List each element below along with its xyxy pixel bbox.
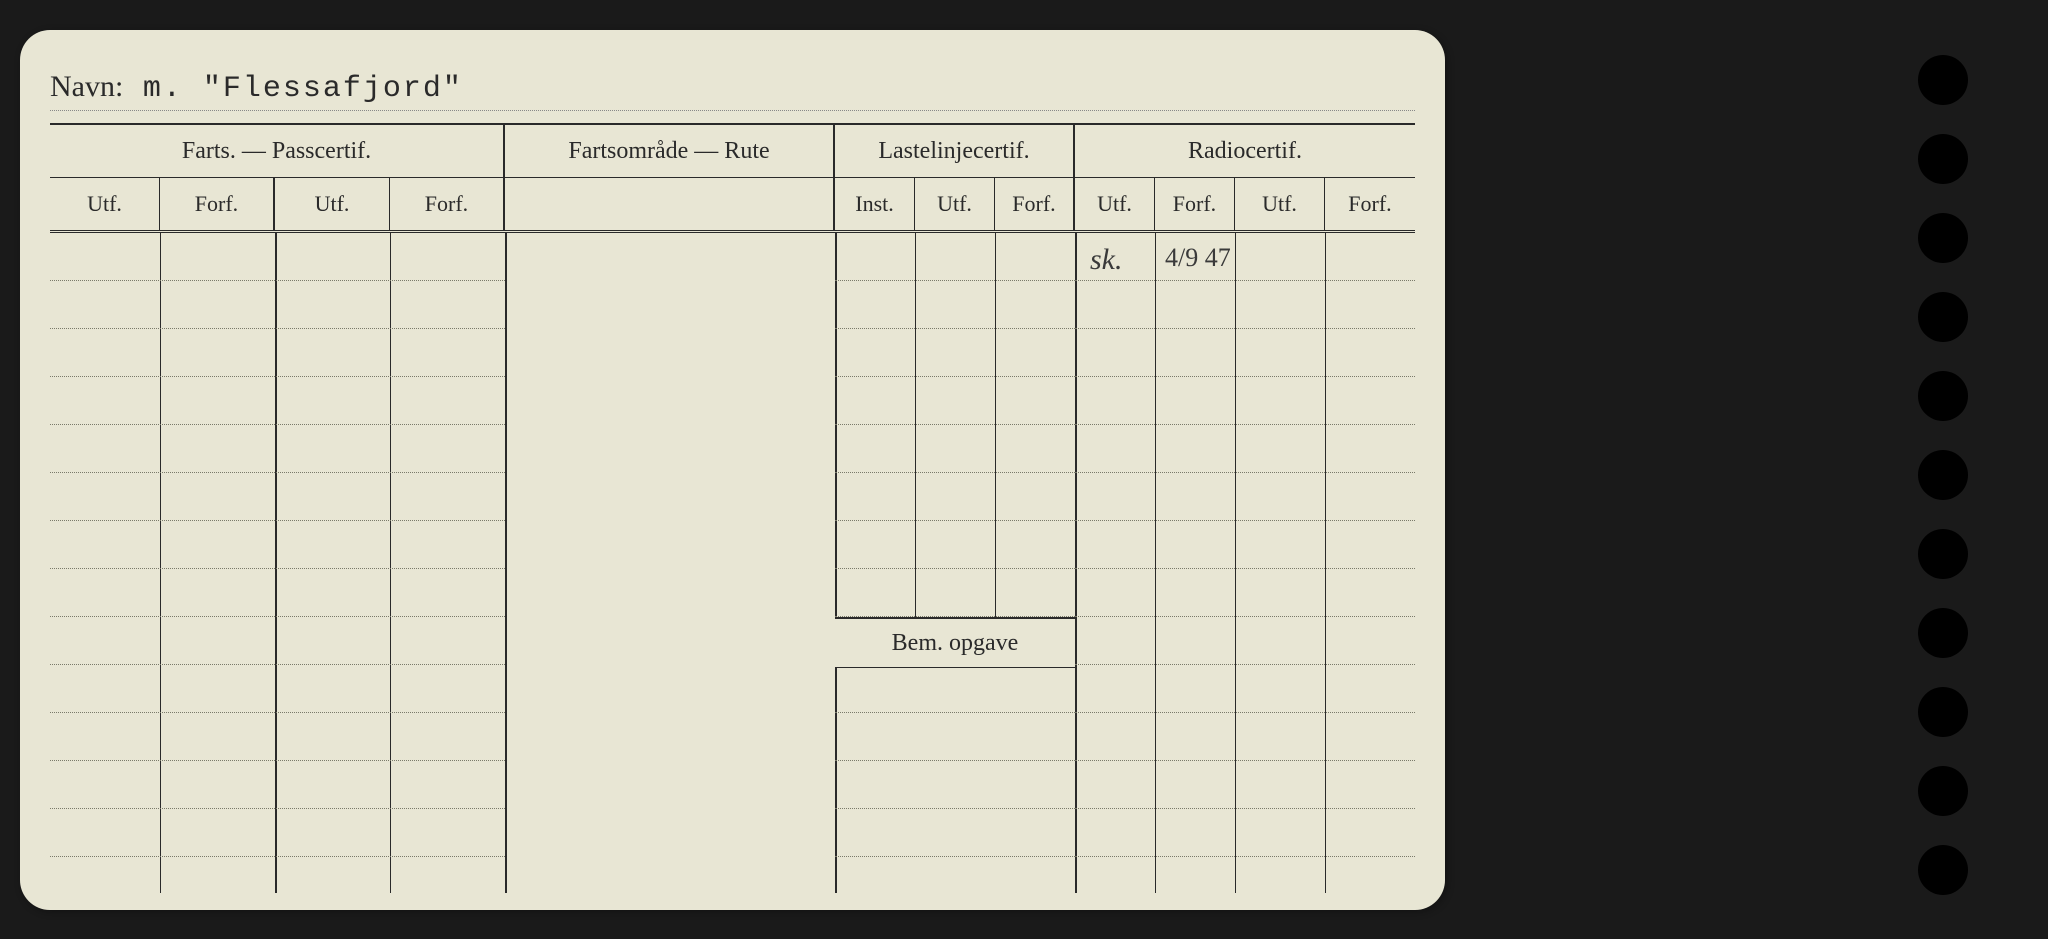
bem-opgave: Bem. opgave: [835, 617, 1075, 668]
sub-headers: Utf. Forf. Utf. Forf. Inst. Utf. Forf. U…: [50, 178, 1415, 233]
sub-utf-1: Utf.: [50, 178, 160, 230]
section-headers: Farts. — Passcertif. Fartsområde — Rute …: [50, 125, 1415, 178]
record-card: Navn: m. "Flessafjord" Farts. — Passcert…: [20, 30, 1445, 910]
sub-utf-3: Utf.: [915, 178, 995, 230]
grid: Farts. — Passcertif. Fartsområde — Rute …: [50, 123, 1415, 895]
hole: [1918, 134, 1968, 184]
hole: [1918, 292, 1968, 342]
sub-forf-4: Forf.: [1155, 178, 1235, 230]
sub-forf-3: Forf.: [995, 178, 1075, 230]
rows-farts: [50, 233, 505, 857]
rows-radio: [1075, 233, 1415, 857]
hole: [1918, 687, 1968, 737]
radio-utf-entry: sk.: [1090, 243, 1123, 277]
hole: [1918, 213, 1968, 263]
hdr-farts-pass: Farts. — Passcertif.: [50, 125, 505, 177]
navn-value: m. "Flessafjord": [143, 72, 463, 106]
sub-utf-4: Utf.: [1075, 178, 1155, 230]
sub-forf-2: Forf.: [390, 178, 505, 230]
sub-utf-2: Utf.: [275, 178, 390, 230]
hole: [1918, 845, 1968, 895]
hole: [1918, 371, 1968, 421]
rows-bem: [835, 665, 1075, 857]
hdr-lastelinje: Lastelinjecertif.: [835, 125, 1075, 177]
sub-forf-1: Forf.: [160, 178, 275, 230]
binding-holes: [1918, 55, 1968, 895]
hole: [1918, 450, 1968, 500]
radio-forf-entry: 4/9 47: [1165, 243, 1231, 273]
hole: [1918, 529, 1968, 579]
body-area: Bem. opgave sk. 4/9 47: [50, 233, 1415, 893]
hdr-radio: Radiocertif.: [1075, 125, 1415, 177]
sub-inst: Inst.: [835, 178, 915, 230]
hdr-fartsomrade: Fartsområde — Rute: [505, 125, 835, 177]
vline: [505, 233, 507, 893]
navn-label: Navn:: [50, 70, 123, 103]
hole: [1918, 608, 1968, 658]
sub-utf-5: Utf.: [1235, 178, 1325, 230]
hole: [1918, 766, 1968, 816]
rows-laste: [835, 233, 1075, 617]
sub-forf-5: Forf.: [1325, 178, 1415, 230]
hole: [1918, 55, 1968, 105]
navn-row: Navn: m. "Flessafjord": [50, 70, 1415, 111]
sub-fartsomrade-blank: [505, 178, 835, 230]
